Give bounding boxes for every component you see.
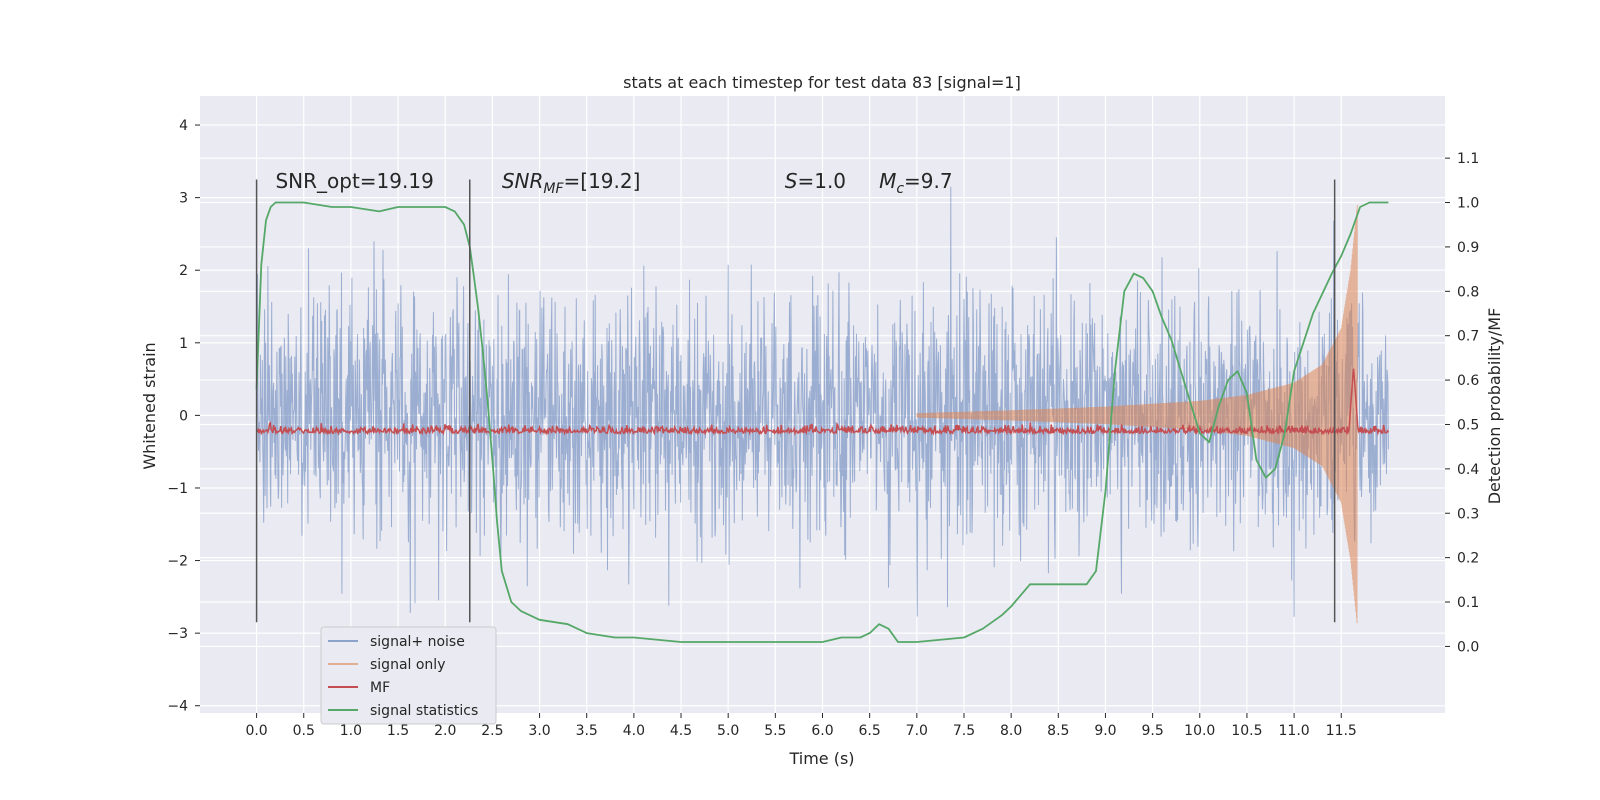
series-signal-statistics-line: [255, 201, 1389, 643]
y-right-tick-label: 0.7: [1457, 329, 1479, 345]
legend-label: MF: [370, 680, 390, 696]
y-right-tick-label: 0.6: [1457, 373, 1479, 389]
y-axis-right-ticks: 0.0 0.1 0.2 0.3 0.4 0.5 0.6 0.7 0.8 0.9 1.0 1.1: [1445, 151, 1479, 655]
x-tick-label: 2.0: [434, 723, 456, 739]
x-tick-label: 6.5: [859, 723, 881, 739]
x-tick-label: 0.0: [245, 723, 267, 739]
x-tick-label: 10.5: [1231, 723, 1262, 739]
y-right-tick-label: 0.5: [1457, 417, 1479, 433]
legend-label: signal statistics: [370, 703, 478, 719]
x-axis-ticks: 0.0 0.5 1.0 1.5 2.0 2.5 3.0 3.5 4.0 4.5 5.0 5.5 6.0 6…: [245, 713, 1357, 739]
x-tick-label: 0.5: [293, 723, 315, 739]
legend: signal+ noise signal only MF signal statist…: [320, 626, 497, 725]
x-tick-label: 5.5: [764, 723, 786, 739]
y-left-tick-label: 3: [179, 191, 188, 207]
y-axis-left-label: Whitened strain: [140, 342, 159, 469]
x-tick-label: 1.5: [387, 723, 409, 739]
y-left-tick-label: 4: [179, 118, 188, 134]
y-left-tick-label: −4: [167, 699, 188, 715]
annotation-text: Mc=9.7: [879, 169, 953, 197]
y-left-tick-label: 2: [179, 263, 188, 279]
x-tick-label: 6.0: [811, 723, 833, 739]
chart-title: stats at each timestep for test data 83 …: [623, 73, 1021, 92]
y-axis-left-ticks: −4 −3 −2 −1 0 1 2 3 4: [167, 118, 200, 715]
x-tick-label: 8.0: [1000, 723, 1022, 739]
x-tick-label: 3.0: [528, 723, 550, 739]
y-right-tick-label: 0.0: [1457, 639, 1479, 655]
x-tick-label: 7.0: [906, 723, 928, 739]
x-tick-label: 2.5: [481, 723, 503, 739]
x-tick-label: 8.5: [1047, 723, 1069, 739]
annotation-text: SNRMF=[19.2]: [502, 169, 641, 197]
x-tick-label: 11.0: [1279, 723, 1310, 739]
annotations: SNR_opt=19.19 SNRMF=[19.2] S=1.0 Mc=9.7: [275, 169, 952, 197]
annotation-text: SNR_opt=19.19: [275, 169, 433, 193]
legend-box: [320, 626, 497, 725]
x-tick-label: 10.0: [1184, 723, 1215, 739]
x-tick-label: 11.5: [1326, 723, 1357, 739]
x-tick-label: 9.5: [1141, 723, 1163, 739]
y-left-tick-label: 0: [179, 408, 188, 424]
y-axis-right-label: Detection probability/MF: [1485, 308, 1504, 505]
x-tick-label: 3.5: [576, 723, 598, 739]
y-right-tick-label: 0.3: [1457, 506, 1479, 522]
series-signal-only-line: [916, 204, 1358, 624]
x-tick-label: 1.0: [340, 723, 362, 739]
y-left-tick-label: −3: [167, 626, 188, 642]
y-left-tick-label: −1: [167, 481, 188, 497]
x-tick-label: 4.5: [670, 723, 692, 739]
annotation-text: S=1.0: [785, 169, 846, 193]
x-tick-label: 7.5: [953, 723, 975, 739]
series-layer: [255, 186, 1390, 643]
legend-label: signal only: [370, 657, 445, 673]
y-right-tick-label: 0.4: [1457, 462, 1479, 478]
vertical-markers: [255, 179, 1336, 623]
y-right-tick-label: 0.2: [1457, 551, 1479, 567]
y-left-tick-label: 1: [179, 336, 188, 352]
y-right-tick-label: 1.1: [1457, 151, 1479, 167]
y-right-tick-label: 0.1: [1457, 595, 1479, 611]
series-mf-line: [256, 368, 1390, 436]
y-left-tick-label: −2: [167, 554, 188, 570]
x-axis-label: Time (s): [788, 749, 854, 768]
y-right-tick-label: 1.0: [1457, 196, 1479, 212]
x-tick-label: 5.0: [717, 723, 739, 739]
x-tick-label: 9.0: [1094, 723, 1116, 739]
y-right-tick-label: 0.8: [1457, 284, 1479, 300]
y-right-tick-label: 0.9: [1457, 240, 1479, 256]
legend-label: signal+ noise: [370, 634, 465, 650]
x-tick-label: 4.0: [623, 723, 645, 739]
